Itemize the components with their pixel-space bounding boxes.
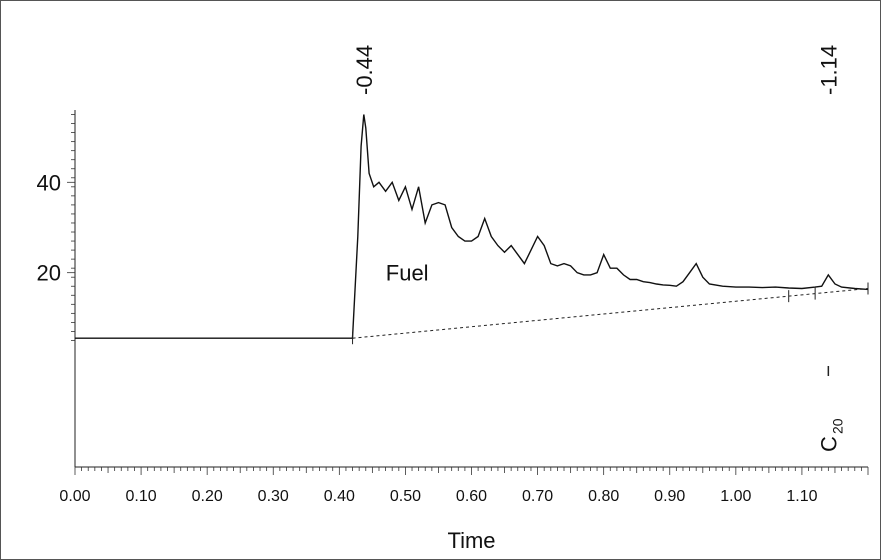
c20-label-main: C [816,436,841,452]
x-tick-label: 0.90 [654,488,685,505]
x-tick-label: 0.40 [324,488,355,505]
axes [74,110,868,468]
peak-retention-label: -0.44 [352,45,377,95]
x-axis-title: Time [447,528,495,553]
x-tick-label: 1.00 [720,488,751,505]
y-tick-label: 20 [37,261,61,286]
x-tick-label: 0.50 [390,488,421,505]
peak-retention-label: -1.14 [816,45,841,95]
x-tick-label: 0.00 [59,488,90,505]
signal-trace [75,114,869,339]
fuel-label: Fuel [386,261,429,286]
x-tick-label: 0.20 [192,488,223,505]
c20-label-sub: 20 [829,418,845,434]
x-tick-label: 0.30 [258,488,289,505]
annotations: -0.44 -1.14 Fuel C 20 [352,45,869,452]
x-tick-label: 0.70 [522,488,553,505]
x-tick-label: 0.60 [456,488,487,505]
x-tick-label: 0.80 [588,488,619,505]
baseline-dotted-line [352,288,869,339]
x-ticks: 0.00 0.10 0.20 0.30 0.40 0.50 0.60 0.70 0.80 0.90… [59,467,869,505]
x-tick-label: 0.10 [126,488,157,505]
c20-label: C 20 [816,418,845,452]
y-tick-label: 40 [37,170,61,195]
x-tick-label: 1.10 [786,488,817,505]
